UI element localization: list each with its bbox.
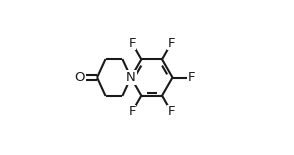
Text: F: F: [128, 105, 136, 118]
Text: O: O: [74, 71, 85, 84]
Text: F: F: [188, 71, 195, 84]
Text: N: N: [126, 71, 136, 84]
Text: F: F: [128, 37, 136, 50]
Text: F: F: [168, 105, 175, 118]
Text: F: F: [168, 37, 175, 50]
